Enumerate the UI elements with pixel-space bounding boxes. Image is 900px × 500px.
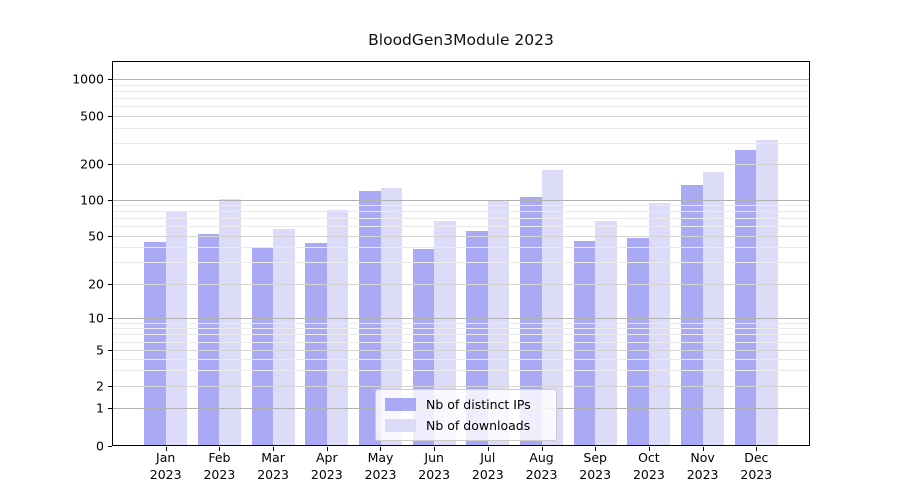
bar-downloads xyxy=(541,169,563,446)
bar-downloads xyxy=(648,202,671,446)
x-tick-label: Mar 2023 xyxy=(257,450,289,482)
x-tick-label: Dec 2023 xyxy=(740,450,773,482)
x-tick-label: Aug 2023 xyxy=(525,450,558,482)
bar-distinct-ips xyxy=(251,247,274,446)
y-tick-mark xyxy=(108,446,112,447)
bar-downloads xyxy=(165,211,188,446)
x-tick-mark xyxy=(434,447,435,451)
x-tick-mark xyxy=(327,447,328,451)
y-tick-label: 5 xyxy=(96,342,104,358)
x-tick-label: Feb 2023 xyxy=(203,450,236,482)
legend-swatch-distinct-ips xyxy=(385,398,416,411)
y-tick-label: 100 xyxy=(80,192,104,208)
legend-label-downloads: Nb of downloads xyxy=(426,418,531,433)
x-tick-label: Nov 2023 xyxy=(686,450,719,482)
x-tick-mark xyxy=(380,447,381,451)
legend-item-distinct-ips: Nb of distinct IPs xyxy=(385,397,547,412)
bar-downloads xyxy=(702,172,725,446)
y-tick-label: 500 xyxy=(80,108,104,124)
x-tick-label: Oct 2023 xyxy=(632,450,665,482)
x-tick-mark xyxy=(542,447,543,451)
bar-distinct-ips xyxy=(627,237,649,446)
legend-swatch-downloads xyxy=(385,419,416,432)
y-tick-label: 50 xyxy=(88,228,104,243)
y-tick-label: 200 xyxy=(80,156,104,172)
bar-distinct-ips xyxy=(197,233,220,446)
y-tick-label: 1000 xyxy=(72,71,104,87)
x-tick-label: Sep 2023 xyxy=(579,450,612,482)
y-tick-label: 0 xyxy=(96,438,104,454)
x-tick-label: Jul 2023 xyxy=(471,450,504,482)
bar-downloads xyxy=(756,140,778,446)
bar-distinct-ips xyxy=(734,150,757,446)
y-tick-label: 20 xyxy=(88,276,104,291)
x-tick-mark xyxy=(219,447,220,451)
bar-distinct-ips xyxy=(573,241,596,446)
bar-distinct-ips xyxy=(305,243,327,446)
x-tick-mark xyxy=(488,447,489,451)
x-tick-label: Jun 2023 xyxy=(418,450,451,482)
x-tick-mark xyxy=(649,447,650,451)
x-tick-label: May 2023 xyxy=(364,450,397,482)
legend-item-downloads: Nb of downloads xyxy=(385,418,547,433)
bar-distinct-ips xyxy=(681,185,703,446)
legend-label-distinct-ips: Nb of distinct IPs xyxy=(426,397,531,412)
y-tick-label: 10 xyxy=(88,310,104,326)
legend: Nb of distinct IPs Nb of downloads xyxy=(375,389,557,441)
bar-downloads xyxy=(326,209,349,446)
x-tick-mark xyxy=(703,447,704,451)
y-tick-label: 1 xyxy=(96,400,104,416)
x-tick-label: Apr 2023 xyxy=(310,450,343,482)
x-tick-label: Jan 2023 xyxy=(149,450,182,482)
x-tick-mark xyxy=(166,447,167,451)
chart-title: BloodGen3Module 2023 xyxy=(368,31,554,49)
bar-distinct-ips xyxy=(144,242,166,446)
x-tick-mark xyxy=(273,447,274,451)
x-tick-mark xyxy=(595,447,596,451)
bar-downloads xyxy=(380,188,402,446)
bar-downloads xyxy=(219,199,241,446)
x-tick-mark xyxy=(756,447,757,451)
bar-downloads xyxy=(273,228,295,446)
bar-downloads xyxy=(595,220,617,446)
bar-distinct-ips xyxy=(520,197,542,446)
y-tick-label: 2 xyxy=(96,378,104,393)
